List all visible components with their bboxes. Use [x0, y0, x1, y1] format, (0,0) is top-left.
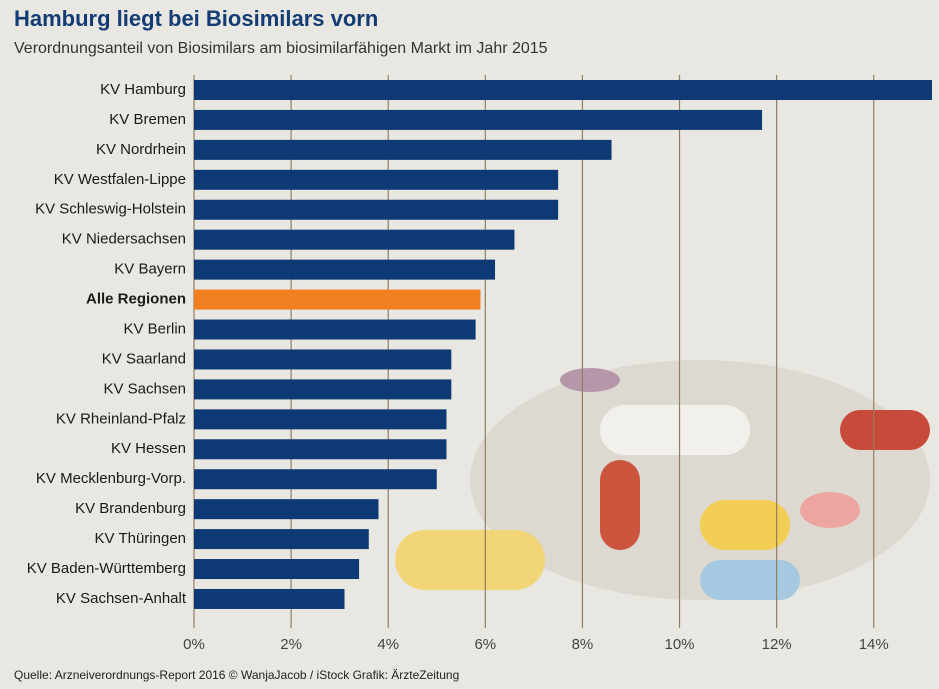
y-tick-label: Alle Regionen — [86, 291, 186, 308]
y-tick-label: KV Niedersachsen — [62, 231, 186, 248]
y-tick-label: KV Rheinland-Pfalz — [56, 410, 186, 427]
y-tick-label: KV Saarland — [102, 350, 186, 367]
bar — [194, 139, 612, 160]
bar — [194, 559, 360, 580]
y-tick-label: KV Baden-Württemberg — [27, 560, 186, 577]
bar — [194, 229, 515, 250]
y-tick-label: KV Sachsen-Anhalt — [56, 590, 187, 607]
bar — [194, 169, 559, 190]
y-tick-label: KV Bayern — [114, 261, 186, 278]
x-tick-label: 10% — [665, 636, 695, 653]
x-tick-label: 12% — [762, 636, 792, 653]
bar — [194, 379, 452, 400]
bar — [194, 529, 369, 550]
y-tick-label: KV Brandenburg — [75, 500, 186, 517]
y-tick-label: KV Schleswig-Holstein — [35, 201, 186, 218]
x-tick-label: 0% — [183, 636, 205, 653]
bar — [194, 409, 447, 430]
bar — [194, 199, 559, 220]
x-tick-label: 6% — [474, 636, 496, 653]
y-tick-label: KV Sachsen — [103, 380, 186, 397]
bar — [194, 289, 481, 310]
bar — [194, 259, 496, 280]
y-tick-label: KV Mecklenburg-Vorp. — [36, 470, 186, 487]
bar — [194, 109, 763, 130]
y-tick-label: KV Hamburg — [100, 81, 186, 98]
bar — [194, 80, 932, 100]
y-tick-label: KV Berlin — [123, 320, 186, 337]
bar — [194, 499, 379, 520]
bar — [194, 319, 476, 340]
bar — [194, 439, 447, 460]
y-tick-label: KV Nordrhein — [96, 141, 186, 158]
x-tick-label: 2% — [280, 636, 302, 653]
bar — [194, 349, 452, 370]
y-tick-label: KV Westfalen-Lippe — [54, 171, 186, 188]
pill-decoration — [395, 360, 930, 600]
y-tick-label: KV Hessen — [111, 440, 186, 457]
bar — [194, 588, 345, 609]
x-tick-label: 8% — [572, 636, 594, 653]
source-note: Quelle: Arzneiverordnungs-Report 2016 © … — [14, 668, 459, 682]
x-tick-label: 4% — [377, 636, 399, 653]
x-tick-label: 14% — [859, 636, 889, 653]
chart-subtitle: Verordnungsanteil von Biosimilars am bio… — [14, 40, 548, 57]
y-tick-label: KV Bremen — [109, 111, 186, 128]
chart-title: Hamburg liegt bei Biosimilars vorn — [14, 6, 378, 31]
bar — [194, 469, 437, 490]
y-tick-label: KV Thüringen — [95, 530, 186, 547]
